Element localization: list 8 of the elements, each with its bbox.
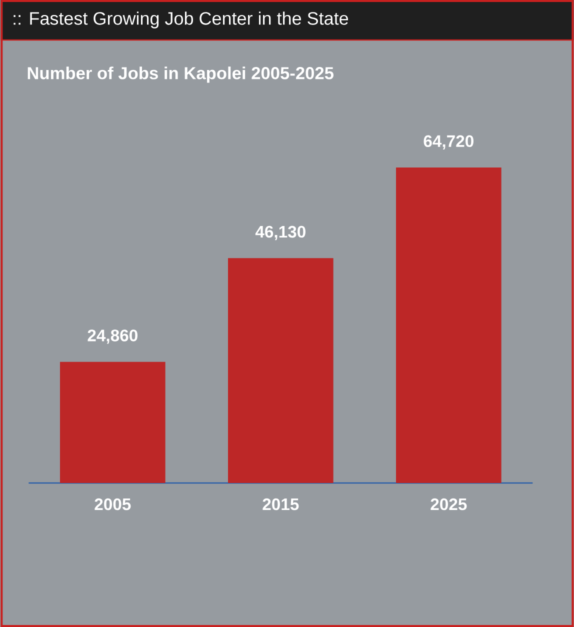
- chart-subtitle: Number of Jobs in Kapolei 2005-2025: [28, 66, 334, 83]
- data-label: 64,720: [424, 135, 474, 150]
- x-tick-label: 2025: [430, 498, 467, 510]
- x-tick-label: 2005: [94, 498, 131, 510]
- chart-title: :: Fastest Growing Job Center in the State: [14, 12, 348, 28]
- data-label: 24,860: [88, 330, 138, 344]
- data-label: 46,130: [255, 226, 306, 240]
- x-tick-label: 2015: [262, 498, 299, 510]
